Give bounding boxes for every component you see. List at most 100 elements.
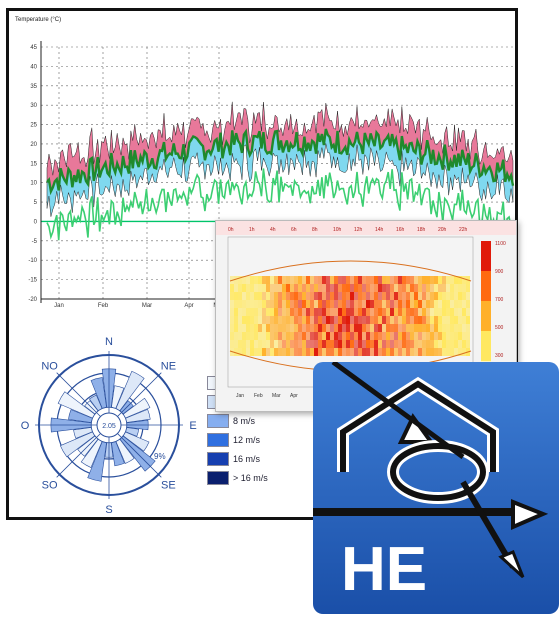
heatmap-cell	[342, 340, 346, 348]
heatmap-cell	[298, 324, 302, 332]
heatmap-cell	[458, 332, 462, 340]
rose-petal	[122, 431, 150, 452]
heatmap-cell	[306, 284, 310, 292]
heatmap-cell	[462, 340, 466, 348]
heatmap-cell	[382, 308, 386, 316]
heatmap-cell	[370, 348, 374, 356]
heatmap-cell	[262, 292, 266, 300]
heatmap-cell	[450, 300, 454, 308]
heatmap-cell	[306, 340, 310, 348]
heatmap-cell	[310, 348, 314, 356]
heatmap-cell	[434, 300, 438, 308]
heatmap-cell	[398, 324, 402, 332]
heatmap-cell	[242, 340, 246, 348]
heatmap-cell	[366, 348, 370, 356]
heatmap-cell	[466, 340, 470, 348]
heatmap-cell	[330, 324, 334, 332]
temperature-chart: Temperature (°C) 45 40 35 30 25 20 15 10 5 0 -5 -10…	[15, 17, 515, 309]
heatmap-cell	[242, 348, 246, 356]
heatmap-cell	[310, 340, 314, 348]
heatmap-cell	[398, 332, 402, 340]
heatmap-cell	[454, 276, 458, 284]
heatmap-cell	[310, 292, 314, 300]
y-tick-label: -20	[28, 297, 37, 303]
heatmap-cell	[386, 316, 390, 324]
heatmap-cell	[354, 292, 358, 300]
heatmap-cell	[234, 324, 238, 332]
rose-direction-label: SO	[42, 479, 58, 491]
heatmap-cell	[378, 316, 382, 324]
heatmap-cell	[334, 332, 338, 340]
heatmap-cell	[438, 292, 442, 300]
chart-title: Temperature (°C)	[15, 17, 61, 23]
heatmap-cell	[342, 348, 346, 356]
heatmap-cell	[398, 300, 402, 308]
heatmap-cell	[426, 292, 430, 300]
heatmap-scale-label: 900	[495, 269, 504, 275]
heatmap-cell	[442, 308, 446, 316]
heatmap-cell	[342, 332, 346, 340]
heatmap-cell	[434, 276, 438, 284]
heatmap-cell	[322, 332, 326, 340]
heatmap-cell	[254, 324, 258, 332]
heatmap-cell	[310, 332, 314, 340]
heatmap-cell	[458, 276, 462, 284]
heatmap-cell	[290, 284, 294, 292]
heatmap-cell	[318, 276, 322, 284]
wind-legend-item: 8 m/s	[207, 411, 277, 430]
heatmap-cell	[270, 284, 274, 292]
heatmap-cell	[350, 308, 354, 316]
heatmap-cell	[394, 284, 398, 292]
heatmap-cell	[242, 300, 246, 308]
heatmap-cell	[362, 316, 366, 324]
heatmap-cell	[390, 332, 394, 340]
heatmap-cell	[370, 316, 374, 324]
heatmap-cell	[346, 332, 350, 340]
heatmap-cell	[430, 316, 434, 324]
heatmap-cell	[262, 340, 266, 348]
heatmap-cell	[258, 324, 262, 332]
heatmap-cell	[278, 284, 282, 292]
heatmap-cell	[366, 316, 370, 324]
rose-petal	[111, 441, 125, 467]
x-axis-ticks: JanFebMarAprMay	[54, 303, 225, 309]
heatmap-cell	[414, 316, 418, 324]
heatmap-cell	[378, 308, 382, 316]
heatmap-cell	[422, 308, 426, 316]
heatmap-cell	[422, 340, 426, 348]
heatmap-cell	[370, 300, 374, 308]
heatmap-cell	[378, 292, 382, 300]
wind-legend-item: > 16 m/s	[207, 468, 277, 487]
heatmap-cell	[322, 284, 326, 292]
heatmap-cell	[282, 300, 286, 308]
heatmap-cell	[458, 324, 462, 332]
heatmap-cell	[358, 308, 362, 316]
heatmap-cell	[414, 276, 418, 284]
heatmap-cell	[250, 324, 254, 332]
heatmap-cell	[350, 300, 354, 308]
heatmap-cell	[438, 276, 442, 284]
heatmap-cell	[254, 348, 258, 356]
heatmap-cell	[394, 324, 398, 332]
y-tick-label: 35	[30, 84, 37, 90]
heatmap-cell	[302, 308, 306, 316]
heatmap-cell	[402, 340, 406, 348]
wind-rose-chart: N NE E SE S SO O NO 2.05	[21, 336, 197, 516]
heatmap-cell	[450, 308, 454, 316]
heatmap-cell	[394, 276, 398, 284]
heatmap-cell	[402, 332, 406, 340]
heatmap-cell	[242, 292, 246, 300]
heatmap-cell	[454, 308, 458, 316]
heatmap-cell	[390, 324, 394, 332]
heatmap-cell	[434, 284, 438, 292]
heatmap-cell	[430, 332, 434, 340]
heatmap-cell	[362, 308, 366, 316]
heatmap-cell	[422, 300, 426, 308]
heatmap-cell	[326, 308, 330, 316]
heatmap-cell	[294, 324, 298, 332]
heatmap-cell	[302, 316, 306, 324]
heatmap-cell	[326, 276, 330, 284]
heatmap-cell	[346, 348, 350, 356]
heatmap-cell	[354, 348, 358, 356]
heatmap-cell	[254, 332, 258, 340]
